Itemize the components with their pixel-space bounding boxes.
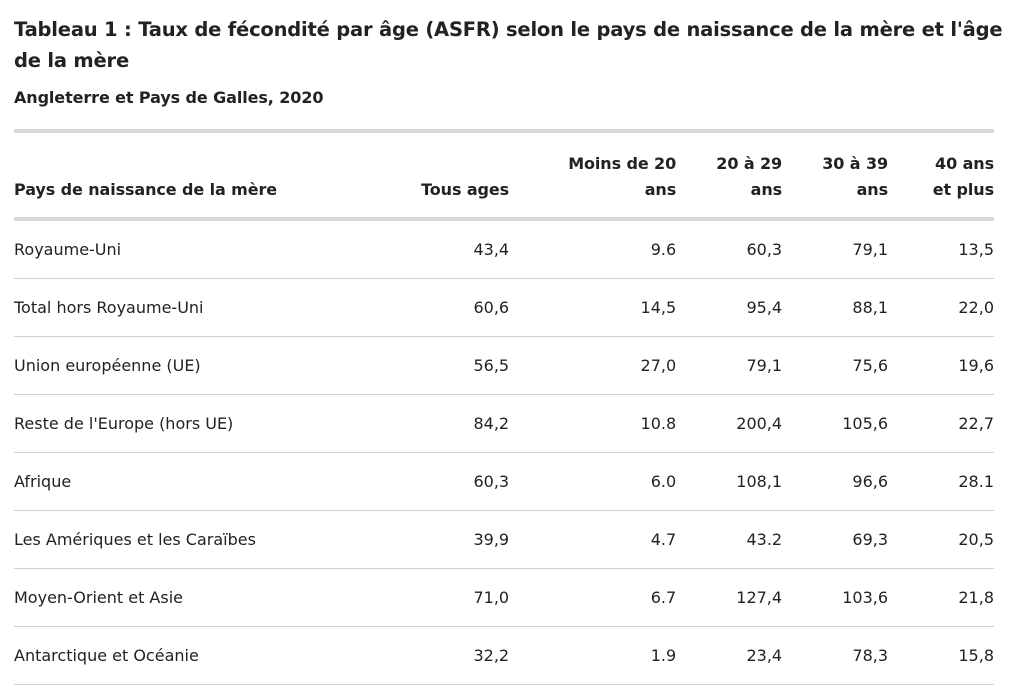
fertility-table: Pays de naissance de la mère Tous ages M… (14, 129, 994, 685)
cell-20-29: 127,4 (676, 568, 783, 627)
cell-all-ages: 43,4 (390, 219, 510, 279)
cell-under-20: 6.0 (509, 452, 677, 511)
cell-40-plus: 20,5 (888, 510, 994, 569)
header-under-20-label: Moins de 20 ans (568, 154, 677, 199)
cell-30-39: 69,3 (782, 510, 889, 569)
cell-20-29: 108,1 (676, 452, 783, 511)
header-20-29-label: 20 à 29 ans (716, 154, 783, 199)
cell-country: Les Amériques et les Caraïbes (14, 510, 391, 569)
table-body: Royaume-Uni 43,4 9.6 60,3 79,1 13,5 Total hors… (14, 219, 994, 685)
cell-20-29: 60,3 (676, 219, 783, 279)
header-30-39-label: 30 à 39 ans (822, 154, 889, 199)
cell-40-plus: 15,8 (888, 626, 994, 685)
cell-all-ages: 60,3 (390, 452, 510, 511)
cell-20-29: 23,4 (676, 626, 783, 685)
cell-30-39: 96,6 (782, 452, 889, 511)
header-country: Pays de naissance de la mère (14, 131, 391, 221)
cell-20-29: 43.2 (676, 510, 783, 569)
cell-30-39: 103,6 (782, 568, 889, 627)
cell-country: Union européenne (UE) (14, 336, 391, 395)
cell-under-20: 6.7 (509, 568, 677, 627)
header-40-plus-label: 40 ans et plus (932, 154, 994, 199)
cell-30-39: 79,1 (782, 219, 889, 279)
header-row: Pays de naissance de la mère Tous ages M… (14, 131, 994, 221)
table-subtitle: Angleterre et Pays de Galles, 2020 (14, 88, 324, 107)
cell-20-29: 79,1 (676, 336, 783, 395)
cell-40-plus: 19,6 (888, 336, 994, 395)
cell-all-ages: 32,2 (390, 626, 510, 685)
table-row: Antarctique et Océanie 32,2 1.9 23,4 78,3 15,… (14, 626, 994, 685)
cell-40-plus: 13,5 (888, 219, 994, 279)
cell-under-20: 1.9 (509, 626, 677, 685)
cell-under-20: 14,5 (509, 278, 677, 337)
cell-country: Moyen-Orient et Asie (14, 568, 391, 627)
cell-30-39: 78,3 (782, 626, 889, 685)
cell-under-20: 9.6 (509, 219, 677, 279)
header-all-ages: Tous ages (390, 131, 509, 221)
cell-20-29: 200,4 (676, 394, 783, 453)
table-row: Moyen-Orient et Asie 71,0 6.7 127,4 103,6 21,… (14, 568, 994, 627)
cell-30-39: 75,6 (782, 336, 889, 395)
cell-country: Royaume-Uni (14, 219, 391, 279)
table-row: Royaume-Uni 43,4 9.6 60,3 79,1 13,5 (14, 219, 994, 279)
cell-all-ages: 71,0 (390, 568, 510, 627)
table-row: Reste de l'Europe (hors UE) 84,2 10.8 200,4… (14, 394, 994, 453)
header-under-20: Moins de 20 ans (509, 131, 677, 221)
cell-20-29: 95,4 (676, 278, 783, 337)
header-20-29: 20 à 29 ans (676, 131, 783, 221)
cell-country: Antarctique et Océanie (14, 626, 391, 685)
table-row: Total hors Royaume-Uni 60,6 14,5 95,4 88,1 22… (14, 278, 994, 337)
table-header: Pays de naissance de la mère Tous ages M… (14, 131, 994, 221)
cell-under-20: 27,0 (509, 336, 677, 395)
cell-30-39: 105,6 (782, 394, 889, 453)
cell-40-plus: 21,8 (888, 568, 994, 627)
table-row: Union européenne (UE) 56,5 27,0 79,1 75,6 19,… (14, 336, 994, 395)
table-title: Tableau 1 : Taux de fécondité par âge (A… (14, 18, 1003, 72)
cell-40-plus: 28.1 (888, 452, 994, 511)
header-40-plus: 40 ans et plus (888, 131, 994, 221)
cell-under-20: 4.7 (509, 510, 677, 569)
cell-40-plus: 22,7 (888, 394, 994, 453)
cell-under-20: 10.8 (509, 394, 677, 453)
table-row: Les Amériques et les Caraïbes 39,9 4.7 43.2… (14, 510, 994, 569)
cell-country: Afrique (14, 452, 391, 511)
cell-all-ages: 56,5 (390, 336, 510, 395)
header-30-39: 30 à 39 ans (782, 131, 889, 221)
cell-all-ages: 84,2 (390, 394, 510, 453)
cell-all-ages: 39,9 (390, 510, 510, 569)
cell-40-plus: 22,0 (888, 278, 994, 337)
cell-country: Total hors Royaume-Uni (14, 278, 391, 337)
cell-all-ages: 60,6 (390, 278, 510, 337)
table-row: Afrique 60,3 6.0 108,1 96,6 28.1 (14, 452, 994, 511)
cell-country: Reste de l'Europe (hors UE) (14, 394, 391, 453)
cell-30-39: 88,1 (782, 278, 889, 337)
